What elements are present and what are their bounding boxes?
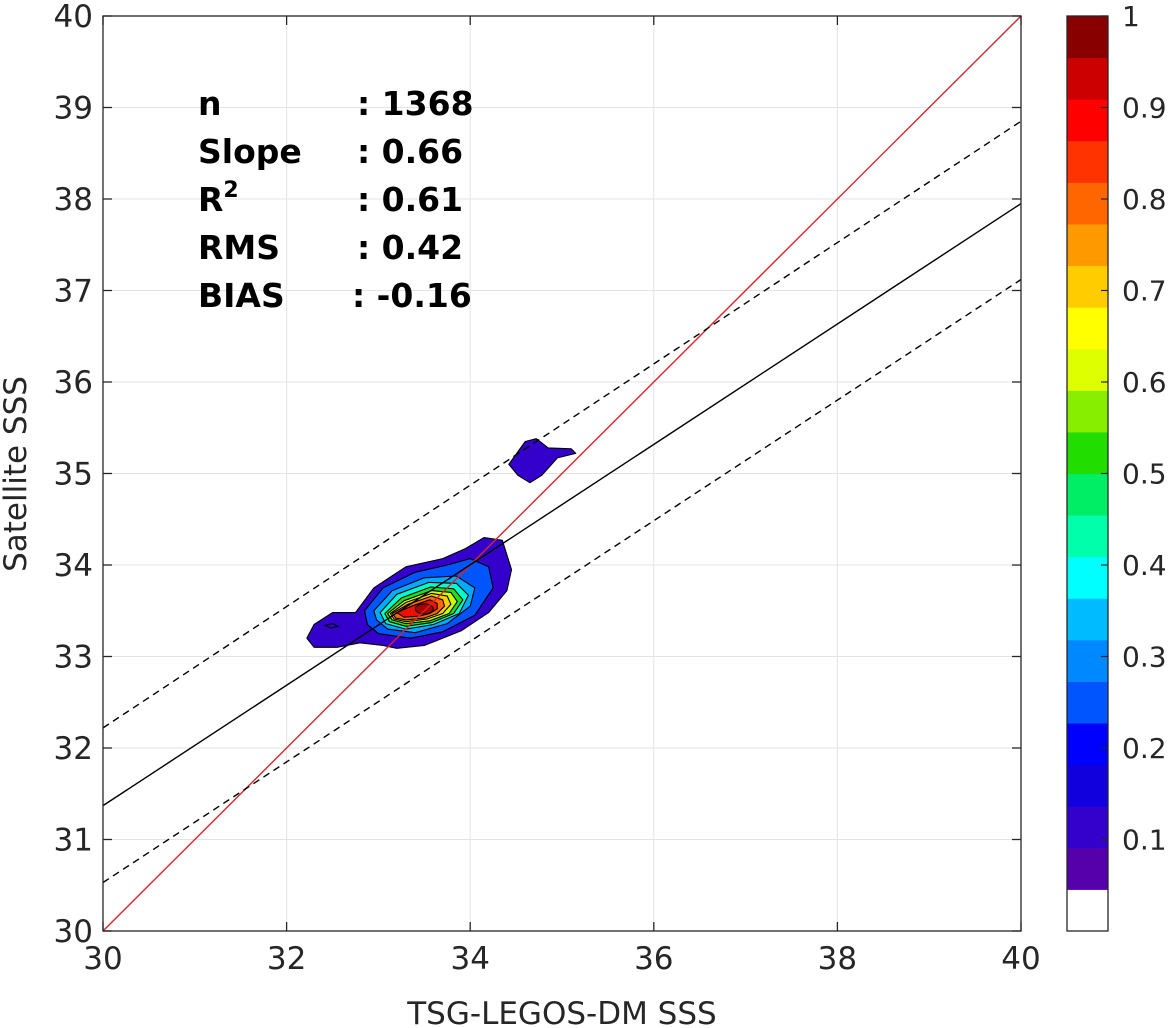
colorbar-segment	[1067, 431, 1108, 474]
colorbar-tick-label: 1	[1122, 0, 1140, 33]
lower-band-line	[103, 278, 1021, 884]
y-tick-label: 39	[54, 91, 93, 127]
contour-level	[508, 438, 577, 484]
colorbar-tick-label: 0.6	[1122, 366, 1167, 399]
stat-label: RMS	[198, 228, 280, 267]
stat-superscript: 2	[223, 178, 238, 203]
colorbar-segment	[1067, 390, 1108, 433]
colorbar-segment	[1067, 223, 1108, 267]
colorbar-segment	[1067, 806, 1108, 849]
colorbar-segment	[1067, 140, 1108, 183]
colorbar-segment	[1067, 556, 1108, 599]
stat-value: : 0.42	[357, 228, 463, 267]
x-tick-label: 36	[634, 941, 673, 977]
colorbar-segment	[1067, 57, 1108, 100]
density-contours	[306, 438, 577, 649]
colorbar-segment	[1067, 265, 1108, 308]
contour-line	[323, 623, 340, 629]
one-to-one-line	[103, 16, 1021, 931]
x-tick-label: 38	[818, 941, 857, 977]
y-tick-label: 38	[54, 182, 93, 218]
y-tick-label: 30	[54, 914, 93, 950]
colorbar-segment	[1067, 348, 1108, 391]
y-tick-label: 33	[54, 640, 93, 676]
x-axis-label: TSG-LEGOS-DM SSS	[406, 996, 716, 1028]
colorbar-segment	[1067, 723, 1108, 766]
colorbar-tick-label: 0.5	[1122, 458, 1167, 491]
colorbar-tick-label: 0.1	[1122, 824, 1167, 857]
x-tick-label: 40	[1001, 941, 1040, 977]
stat-label: BIAS	[198, 276, 285, 315]
colorbar-tick-label: 0.3	[1122, 641, 1167, 674]
colorbar-segment	[1067, 889, 1108, 932]
grid	[102, 15, 1022, 932]
y-tick-label: 36	[54, 365, 93, 401]
colorbar-segment	[1067, 598, 1108, 641]
y-tick-label: 37	[54, 274, 93, 310]
colorbar-segment	[1067, 16, 1108, 59]
x-tick-label: 32	[267, 941, 306, 977]
y-tick-label: 40	[54, 0, 93, 35]
colorbar-segment	[1067, 639, 1108, 682]
axis-ticks: 30 32 34 36 38 40 30 31 32 33 34 35 36 37 38 39 40	[54, 0, 1041, 977]
stat-value: : 0.66	[357, 132, 463, 171]
stat-label: Slope	[198, 132, 302, 171]
regression-line	[103, 202, 1021, 807]
colorbar-tick-label: 0.7	[1122, 275, 1167, 308]
stat-value: : -0.16	[352, 276, 472, 315]
colorbar-segment	[1067, 473, 1108, 516]
colorbar: 0.1 0.2 0.3 0.4 0.5 0.6 0.7 0.8 0.9 1	[1066, 0, 1167, 932]
colorbar-segment	[1067, 515, 1108, 558]
colorbar-segment	[1067, 847, 1108, 890]
colorbar-segment	[1067, 681, 1108, 724]
colorbar-segment	[1067, 307, 1108, 350]
y-tick-label: 35	[54, 457, 93, 493]
colorbar-tick-label: 0.9	[1122, 92, 1167, 125]
upper-band-line	[103, 120, 1021, 729]
colorbar-segment	[1067, 764, 1108, 807]
stat-value: : 0.61	[357, 180, 463, 219]
x-tick-label: 30	[83, 941, 122, 977]
colorbar-segment	[1067, 99, 1108, 142]
colorbar-segment	[1067, 182, 1108, 225]
y-tick-label: 31	[54, 823, 93, 859]
colorbar-tick-label: 0.2	[1122, 732, 1167, 765]
y-tick-label: 34	[54, 548, 93, 584]
stat-label: n	[198, 84, 222, 123]
y-axis-label: Satellite SSS	[0, 376, 34, 572]
colorbar-tick-label: 0.4	[1122, 549, 1167, 582]
y-tick-label: 32	[54, 731, 93, 767]
x-tick-label: 34	[450, 941, 489, 977]
stat-value: : 1368	[357, 84, 474, 123]
fit-lines	[103, 16, 1021, 931]
colorbar-tick-label: 0.8	[1122, 183, 1167, 216]
